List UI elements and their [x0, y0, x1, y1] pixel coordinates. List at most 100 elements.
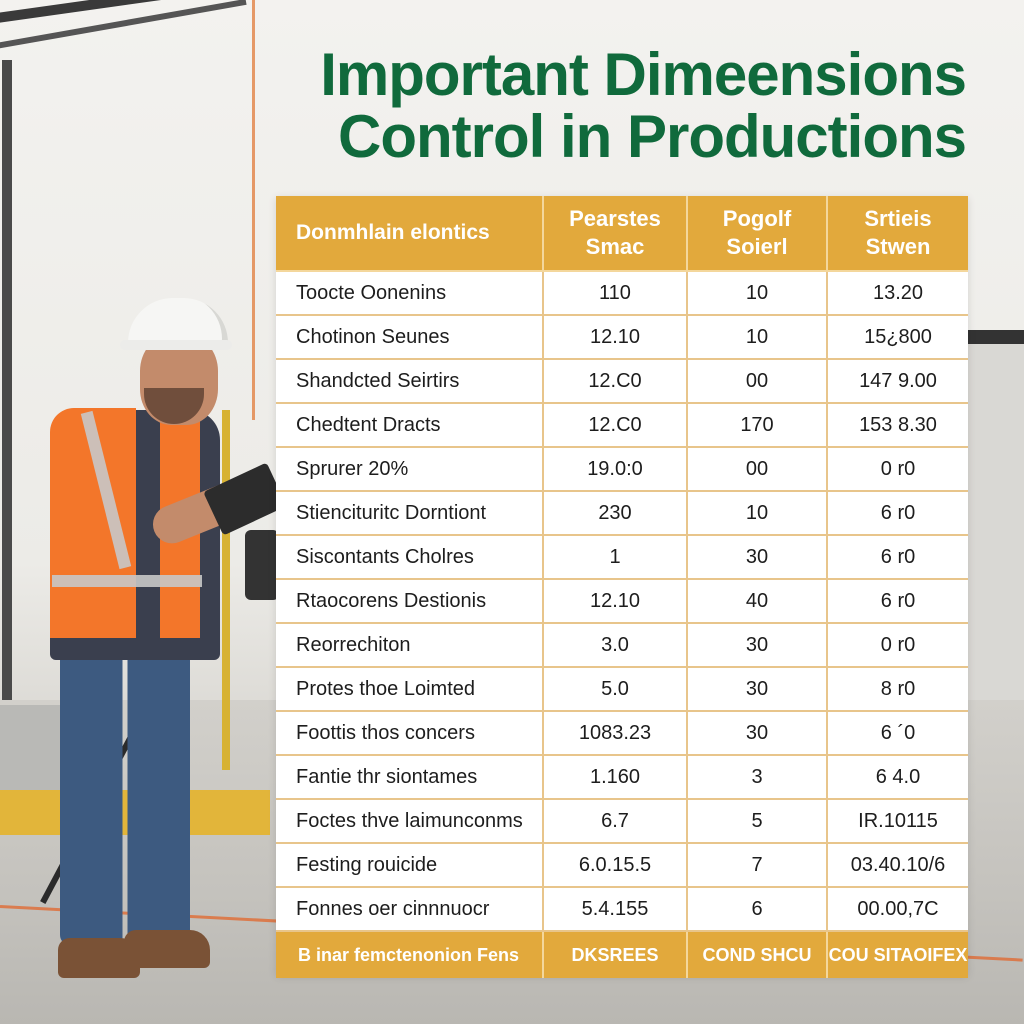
support-pole	[2, 60, 12, 700]
table-cell: 30	[688, 712, 828, 756]
table-cell: 5	[688, 800, 828, 844]
table-cell: 6 r0	[828, 580, 968, 624]
table-cell: 1083.23	[544, 712, 688, 756]
table-cell: 0 r0	[828, 624, 968, 668]
table-cell: 40	[688, 580, 828, 624]
table-cell: 30	[688, 624, 828, 668]
table-cell: 12.10	[544, 580, 688, 624]
table-row: Fantie thr siontames 1.160 3 6 4.0	[276, 756, 968, 800]
table-cell: 170	[688, 404, 828, 448]
table-cell: Chedtent Dracts	[276, 404, 544, 448]
table-cell: 0 r0	[828, 448, 968, 492]
worker-figure	[40, 290, 300, 1010]
table-header-cell: Pogolf Soierl	[688, 196, 828, 272]
table-cell: 6 r0	[828, 492, 968, 536]
table-cell: Festing rouicide	[276, 844, 544, 888]
table-cell: 1	[544, 536, 688, 580]
table-cell: 7	[688, 844, 828, 888]
table-row: Rtaocorens Destionis 12.10 40 6 r0	[276, 580, 968, 624]
table-cell: Rtaocorens Destionis	[276, 580, 544, 624]
table-row: Fonnes oer cinnnuocr 5.4.155 6 00.00,7C	[276, 888, 968, 932]
table-cell: 19.0:0	[544, 448, 688, 492]
header-text: Smac	[585, 234, 645, 259]
table-cell: 6 ´0	[828, 712, 968, 756]
table-row: Foctes thve laimunconms 6.7 5 IR.10115	[276, 800, 968, 844]
table-cell: Foctes thve laimunconms	[276, 800, 544, 844]
table-cell: 12.C0	[544, 360, 688, 404]
table-cell: 230	[544, 492, 688, 536]
title-line: Control in Productions	[338, 103, 967, 170]
ceiling-truss	[0, 0, 300, 70]
header-text: Srtieis	[864, 206, 932, 231]
table-row: Sprurer 20% 19.0:0 00 0 r0	[276, 448, 968, 492]
title-line: Important Dimeensions	[320, 41, 967, 108]
table-footer-cell: DKSREES	[544, 932, 688, 978]
table-cell: 3	[688, 756, 828, 800]
table-cell: 6.7	[544, 800, 688, 844]
table-row: Stiencituritc Dorntiont 230 10 6 r0	[276, 492, 968, 536]
table-cell: Fonnes oer cinnnuocr	[276, 888, 544, 932]
table-cell: 15¿800	[828, 316, 968, 360]
table-header-cell: Srtieis Stwen	[828, 196, 968, 272]
table-cell: Shandcted Seirtirs	[276, 360, 544, 404]
header-text: Donmhlain elontics	[296, 221, 490, 244]
worker-boot	[124, 930, 210, 968]
table-cell: 6	[688, 888, 828, 932]
table-cell: 147 9.00	[828, 360, 968, 404]
table-cell: Siscontants Cholres	[276, 536, 544, 580]
table-cell: 30	[688, 536, 828, 580]
table-cell: 12.10	[544, 316, 688, 360]
table-row: Siscontants Cholres 1 30 6 r0	[276, 536, 968, 580]
table-row: Chedtent Dracts 12.C0 170 153 8.30	[276, 404, 968, 448]
table-footer-row: B inar femctenonion Fens DKSREES COND SH…	[276, 932, 968, 978]
table-footer-cell: COND SHCU	[688, 932, 828, 978]
table-cell: 10	[688, 316, 828, 360]
table-cell: IR.10115	[828, 800, 968, 844]
table-cell: 6 r0	[828, 536, 968, 580]
header-text: Soierl	[726, 234, 788, 259]
table-cell: 00.00,7C	[828, 888, 968, 932]
table-cell: Reorrechiton	[276, 624, 544, 668]
table-cell: 5.4.155	[544, 888, 688, 932]
reflective-strip	[52, 575, 202, 587]
header-text: Pogolf	[722, 206, 792, 231]
table-cell: Stiencituritc Dorntiont	[276, 492, 544, 536]
table-cell: 5.0	[544, 668, 688, 712]
survey-rod	[222, 410, 230, 770]
hard-hat-brim	[120, 340, 232, 350]
header-text: Pearstes	[569, 206, 661, 231]
table-cell: Chotinon Seunes	[276, 316, 544, 360]
table-row: Shandcted Seirtirs 12.C0 00 147 9.00	[276, 360, 968, 404]
table-header-cell: Pearstes Smac	[544, 196, 688, 272]
table-cell: Protes thoe Loimted	[276, 668, 544, 712]
table-cell: 1.160	[544, 756, 688, 800]
table-cell: 3.0	[544, 624, 688, 668]
table-cell: Toocte Oonenins	[276, 272, 544, 316]
table-row: Chotinon Seunes 12.10 10 15¿800	[276, 316, 968, 360]
table-cell: 30	[688, 668, 828, 712]
orange-cable	[252, 0, 255, 420]
table-cell: 10	[688, 492, 828, 536]
table-cell: Foottis thos concers	[276, 712, 544, 756]
table-row: Reorrechiton 3.0 30 0 r0	[276, 624, 968, 668]
table-cell: 153 8.30	[828, 404, 968, 448]
table-cell: Fantie thr siontames	[276, 756, 544, 800]
table-row: Foottis thos concers 1083.23 30 6 ´0	[276, 712, 968, 756]
table-cell: 110	[544, 272, 688, 316]
table-footer-cell: COU SITAOIFEX	[828, 944, 968, 965]
table-cell: 00	[688, 360, 828, 404]
header-text: Stwen	[865, 234, 931, 259]
table-cell: 03.40.10/6	[828, 844, 968, 888]
table-header-cell: Donmhlain elontics	[276, 196, 544, 272]
page-title: Important Dimeensions Control in Product…	[320, 41, 967, 170]
table-cell: 6 4.0	[828, 756, 968, 800]
table-cell: 6.0.15.5	[544, 844, 688, 888]
table-cell: 8 r0	[828, 668, 968, 712]
dimensions-table: Donmhlain elontics Pearstes Smac Pogolf …	[276, 196, 968, 978]
table-cell: Sprurer 20%	[276, 448, 544, 492]
table-cell: 10	[688, 272, 828, 316]
table-row: Protes thoe Loimted 5.0 30 8 r0	[276, 668, 968, 712]
table-footer-cell: B inar femctenonion Fens	[276, 932, 544, 978]
table-cell: 00	[688, 448, 828, 492]
worker-jeans	[60, 645, 190, 945]
